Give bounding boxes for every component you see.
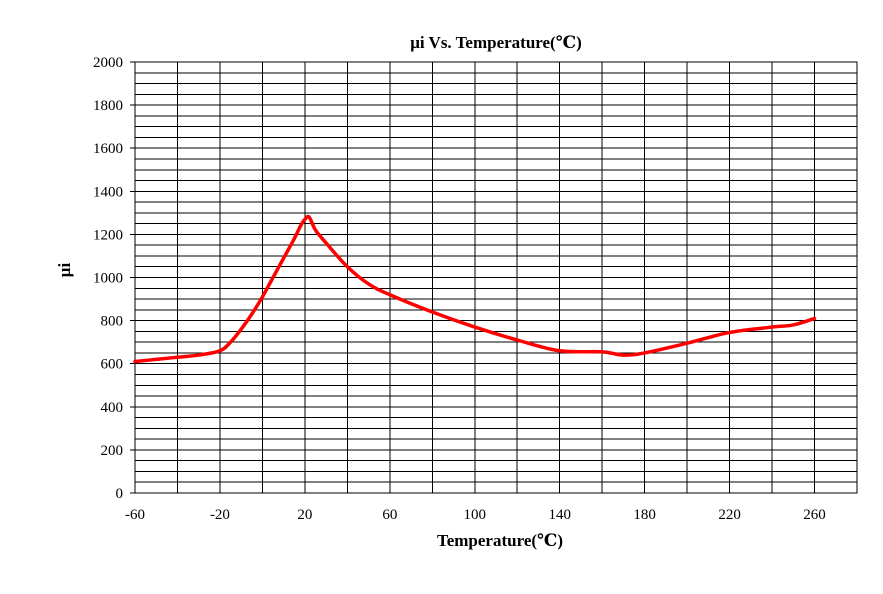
y-tick-label: 2000	[93, 55, 123, 71]
y-tick-label: 1200	[93, 227, 123, 243]
grid	[134, 61, 858, 494]
y-tick-label: 600	[101, 357, 124, 373]
x-tick-label: -60	[125, 507, 145, 523]
y-tick-label: 1400	[93, 184, 123, 200]
x-tick-label: 260	[803, 507, 826, 523]
series-group	[133, 214, 817, 364]
x-tick-label: 20	[297, 507, 312, 523]
x-tick-label: 60	[382, 507, 397, 523]
y-tick-label: 800	[101, 314, 124, 330]
x-tick-labels: -60 -20 20 60 100 140 180 220 260	[125, 507, 826, 523]
x-tick-label: 180	[633, 507, 656, 523]
y-tick-label: 1800	[93, 98, 123, 114]
y-tick-label: 0	[116, 486, 124, 502]
chart-title: μi Vs. Temperature(℃)	[410, 33, 582, 52]
axes	[130, 61, 858, 494]
y-tick-label: 200	[101, 443, 124, 459]
y-tick-label: 1000	[93, 271, 123, 287]
y-tick-label: 400	[101, 400, 124, 416]
series-line	[133, 214, 817, 364]
x-tick-label: -20	[210, 507, 230, 523]
x-axis-label: Temperature(℃)	[437, 531, 563, 550]
y-axis-label: μi	[55, 263, 74, 278]
x-tick-label: 220	[718, 507, 741, 523]
y-tick-labels: 0 200 400 600 800 1000 1200 1400 1600 1800 2000	[93, 55, 123, 502]
y-tick-label: 1600	[93, 141, 123, 157]
x-tick-label: 100	[464, 507, 487, 523]
x-tick-label: 140	[548, 507, 571, 523]
